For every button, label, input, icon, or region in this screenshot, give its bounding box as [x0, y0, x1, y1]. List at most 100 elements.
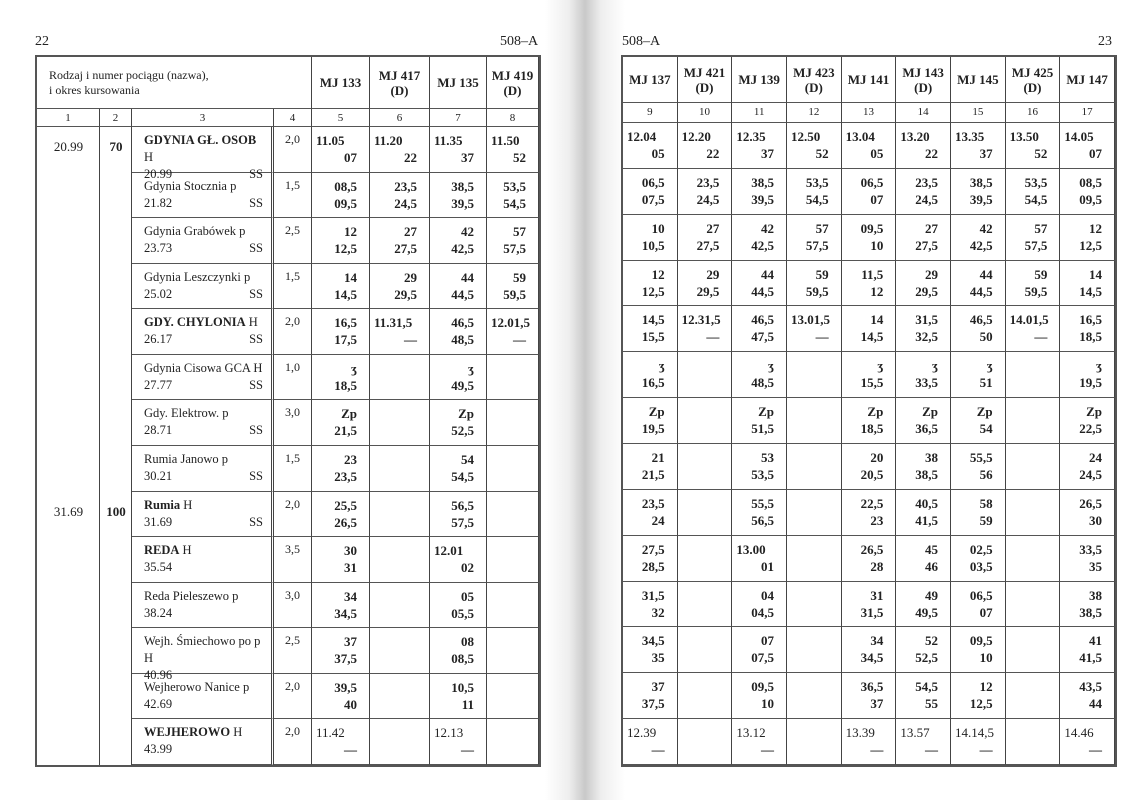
time-cell: 59 59,5 — [1005, 260, 1061, 307]
arrival-time: 11.20 — [374, 133, 403, 148]
column-number: 12 — [787, 103, 842, 123]
time-cell: 12.31,5— — [677, 306, 733, 353]
time-cell: 12.39— — [623, 719, 678, 765]
arrival-time: 13.50 — [1009, 129, 1039, 144]
departure-time: 34,5 — [334, 605, 357, 621]
departure-time: 01 — [760, 558, 774, 574]
arrival-time: 42 — [461, 224, 474, 240]
arrival-time: 02,5 — [969, 541, 993, 557]
arrival-time: ʒ — [468, 360, 474, 376]
train-number-header: MJ 425 (D) — [1005, 57, 1061, 103]
time-cell — [487, 582, 539, 629]
arrival-time: 13.20 — [900, 129, 930, 144]
departure-time: 23 — [870, 512, 884, 528]
left-section-code: 508–A — [500, 34, 539, 49]
time-cell: 13.50 52 — [1005, 123, 1061, 169]
arrival-time: 11.05 — [316, 133, 345, 148]
departure-time: 44,5 — [969, 283, 993, 299]
time-cell — [370, 400, 430, 446]
station-km: 31.69 — [144, 514, 173, 529]
arrival-time: 52 — [924, 633, 938, 649]
time-cell — [487, 719, 539, 765]
departure-time: 12,5 — [334, 241, 357, 257]
time-cell: 04 04,5 — [732, 581, 787, 628]
departure-time: 12,5 — [969, 696, 993, 712]
arrival-time: 34,5 — [641, 633, 665, 649]
time-cell: Zp 21,5 — [312, 400, 370, 446]
station-cell: REDA H 35.54 — [132, 537, 274, 583]
departure-time: 22 — [706, 146, 720, 161]
departure-time: 31,5 — [860, 604, 884, 620]
departure-time: 49,5 — [915, 604, 938, 620]
station-km: 25.02 — [144, 286, 173, 301]
time-cell: Zp 51,5 — [732, 398, 787, 444]
departure-time: 10 — [760, 696, 774, 712]
station-ss-marker: SS — [249, 514, 263, 529]
column-number: 16 — [1005, 103, 1061, 123]
time-cell: 34 34,5 — [841, 627, 897, 674]
departure-time: 12 — [870, 283, 884, 299]
time-cell: 46,5 50 — [951, 306, 1006, 353]
time-cell: 34,5 35 — [623, 627, 678, 674]
departure-time: 44,5 — [751, 283, 774, 299]
departure-time: 32 — [651, 604, 665, 620]
departure-time: 18,5 — [1079, 329, 1102, 345]
time-cell — [1005, 489, 1061, 536]
arrival-time: 27 — [706, 220, 720, 236]
time-cell — [487, 628, 539, 674]
time-cell — [787, 489, 842, 536]
time-cell: 14,5 15,5 — [623, 306, 678, 353]
station-name: Gdy. Elektrow. — [144, 406, 220, 421]
arrival-time: 57 — [815, 220, 829, 236]
time-cell: 57 57,5 — [1005, 214, 1061, 261]
arrival-time: 09,5 — [860, 220, 884, 236]
station-km: 21.82 — [144, 195, 173, 210]
arrival-time: 27 — [404, 224, 417, 240]
station-type: p — [239, 224, 246, 239]
time-cell: 12.20 22 — [677, 123, 733, 169]
arrival-time: 46,5 — [451, 315, 474, 331]
station-cell: WEJHEROWO H 43.99 — [132, 719, 274, 765]
speed-column — [100, 127, 132, 765]
time-cell — [1005, 581, 1061, 628]
time-cell — [677, 444, 733, 490]
arrival-time: 27 — [924, 220, 938, 236]
station-col4-value: 2,0 — [274, 491, 312, 538]
time-cell: 13.01,5— — [787, 306, 842, 353]
departure-time: 14,5 — [334, 286, 357, 302]
time-cell — [677, 489, 733, 536]
departure-time: 50 — [979, 329, 993, 345]
arrival-time: Zp — [867, 404, 884, 420]
arrival-time: 45 — [924, 541, 938, 557]
arrival-time: 13.12 — [736, 725, 766, 741]
time-cell: 37 37,5 — [623, 673, 678, 720]
station-col4-value: 3,0 — [274, 400, 312, 446]
time-cell: 23,5 24,5 — [370, 172, 430, 219]
arrival-time: 13.57 — [900, 725, 930, 741]
departure-time: 21,5 — [641, 467, 665, 482]
arrival-time: 12.50 — [791, 129, 821, 144]
departure-time: 42,5 — [969, 237, 993, 253]
time-cell — [787, 398, 842, 444]
station-name: Wejherowo Nanice — [144, 679, 240, 694]
arrival-time: 14.05 — [1064, 129, 1094, 144]
departure-time: 21,5 — [334, 423, 357, 439]
station-type: H — [144, 150, 154, 164]
arrival-time: 57 — [513, 224, 526, 240]
departure-time: 10 — [870, 237, 884, 253]
arrival-time: 53,5 — [805, 174, 829, 190]
time-cell — [787, 719, 842, 765]
station-name: WEJHEROWO — [144, 725, 231, 740]
departure-time: 44,5 — [451, 286, 474, 302]
departure-time: 40 — [344, 696, 357, 712]
departure-time: 24,5 — [394, 195, 417, 211]
arrival-time: 07 — [760, 633, 774, 649]
departure-time: 48,5 — [451, 332, 474, 348]
time-cell — [677, 535, 733, 582]
station-type: H — [248, 315, 258, 330]
time-cell: 23,5 24,5 — [896, 168, 951, 215]
time-cell — [487, 446, 539, 492]
departure-time: — — [1034, 329, 1048, 345]
arrival-time: 59 — [1034, 266, 1048, 282]
arrival-time: Zp — [341, 406, 357, 422]
